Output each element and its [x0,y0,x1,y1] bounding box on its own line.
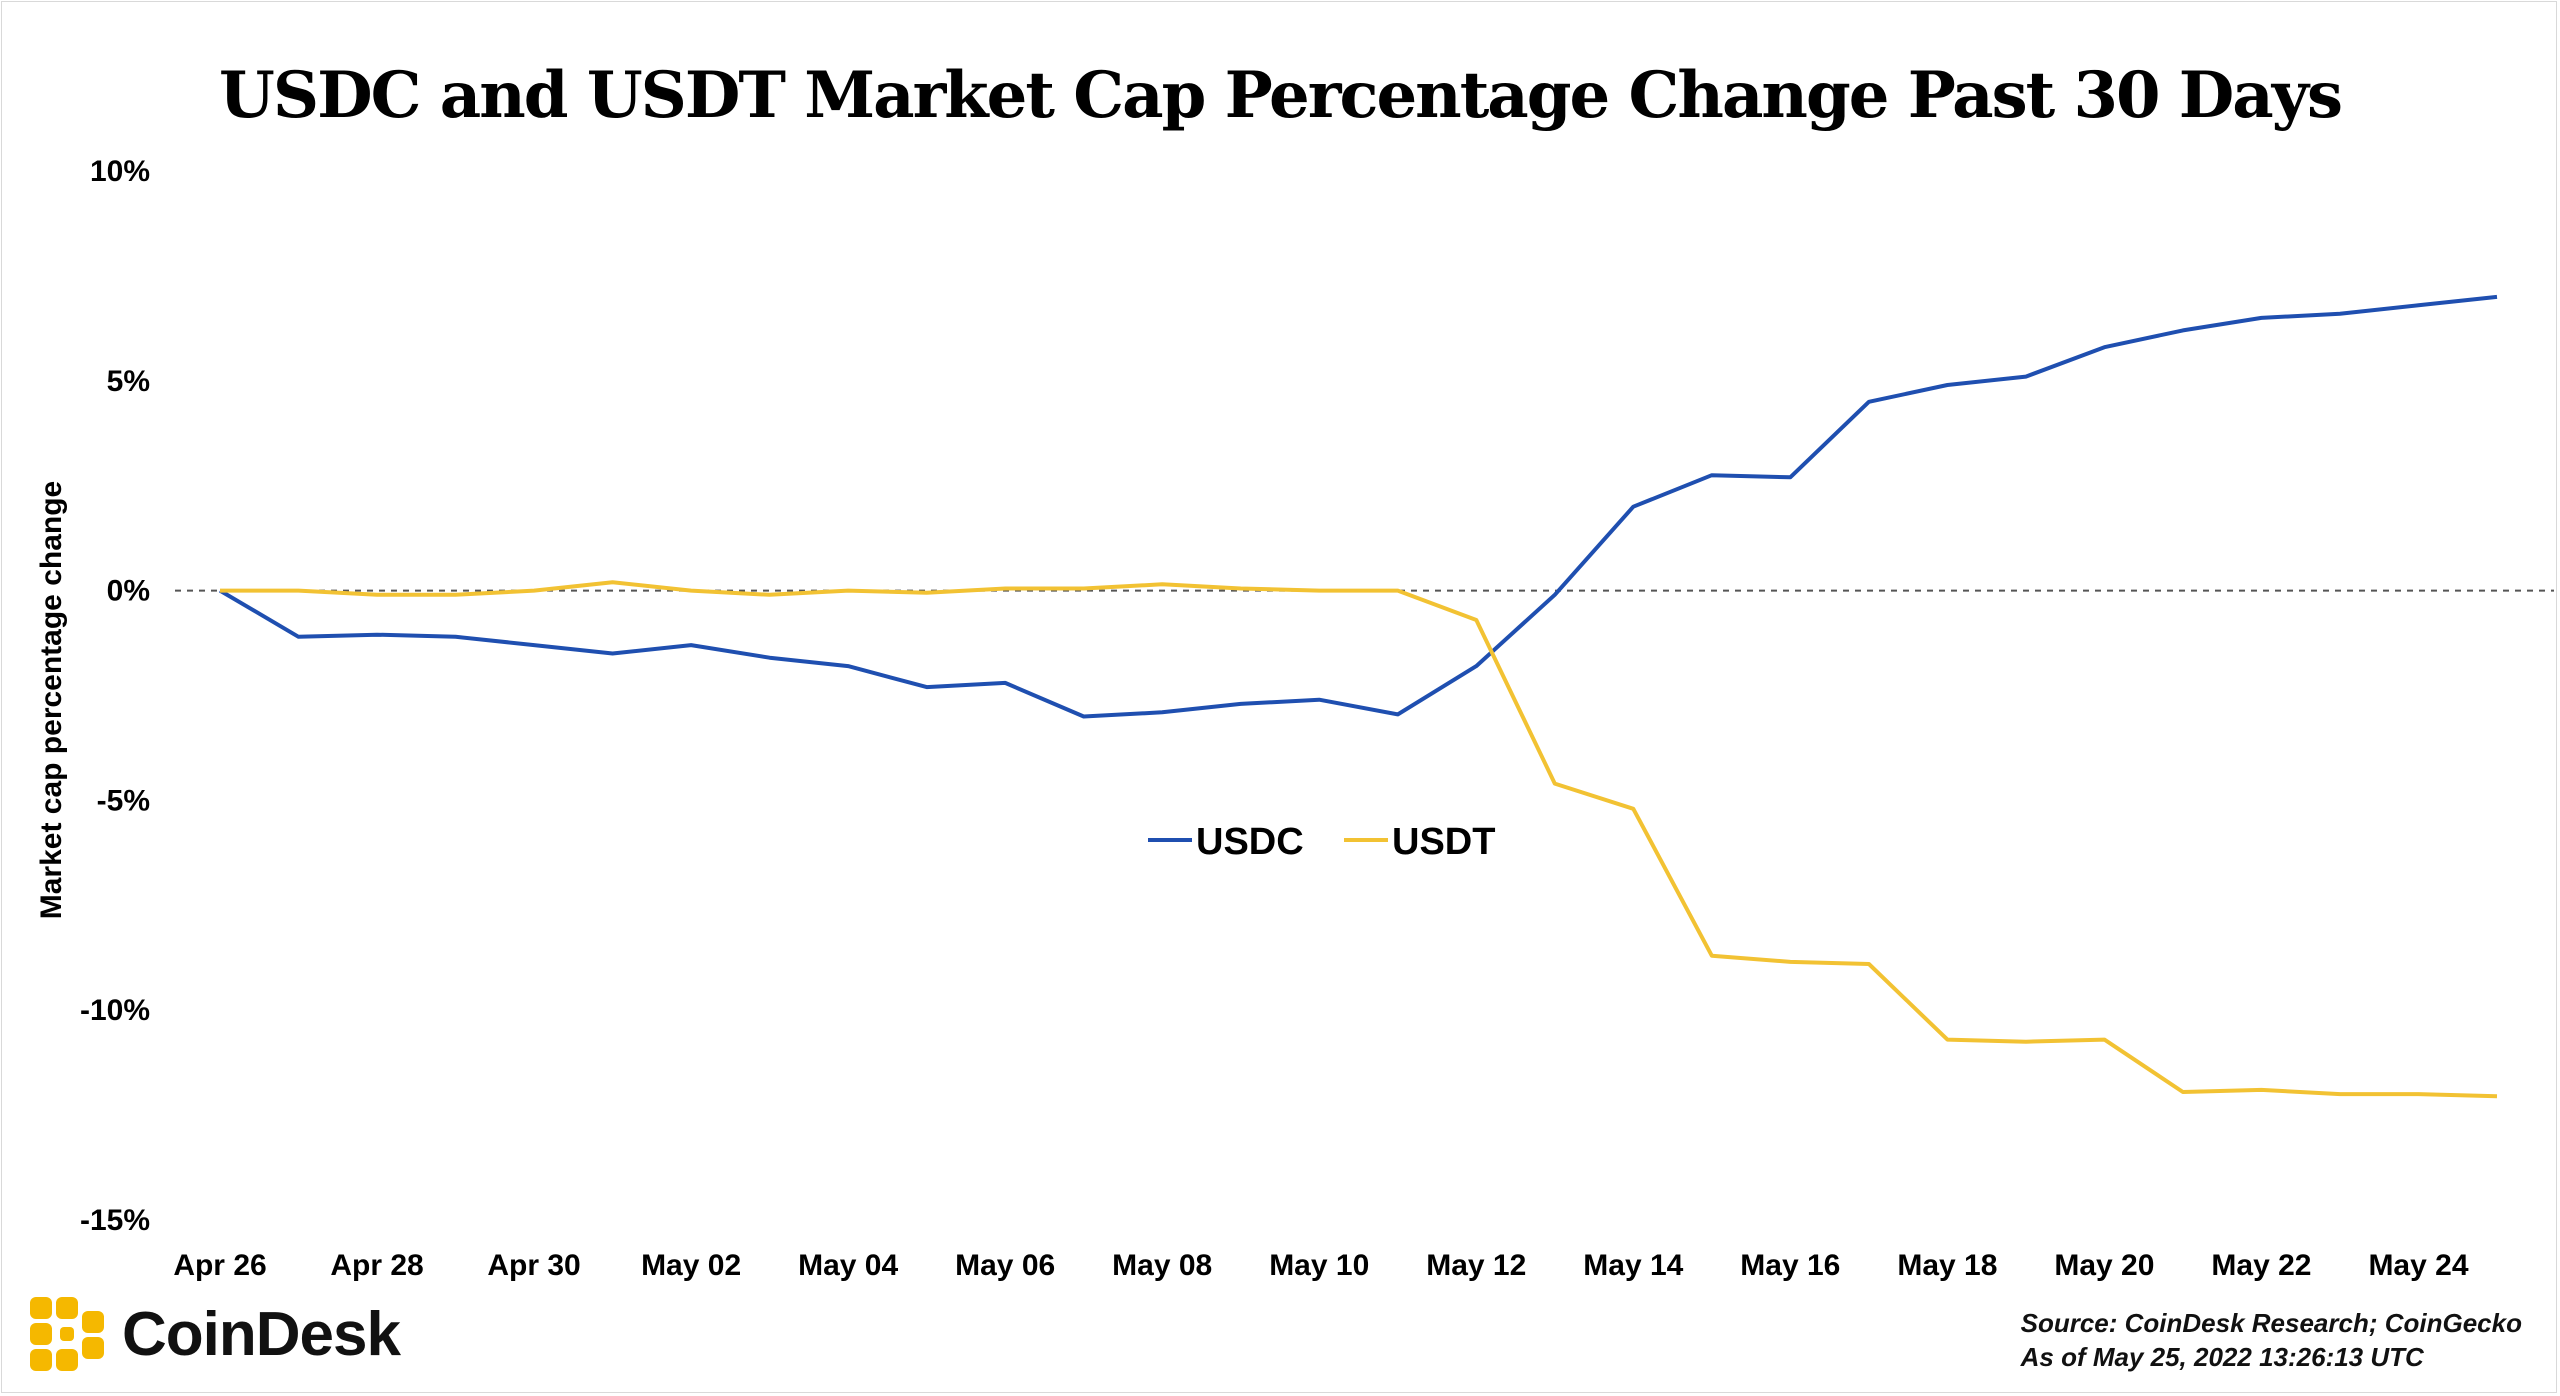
series-lines [218,294,2498,1099]
legend: USDC USDT [1148,821,1495,863]
x-tick-label: May 02 [641,1249,741,1282]
x-axis-ticks: Apr 26 Apr 28 Apr 30 May 02 May 04 May 06 May … [173,1249,2469,1282]
y-axis-ticks: 10% 5% 0% -5% -10% -15% [80,155,150,1237]
coindesk-logo-icon [30,1297,104,1371]
coindesk-logo-text: CoinDesk [122,1299,401,1369]
coindesk-logo: CoinDesk [30,1294,401,1374]
y-tick-label: 10% [90,155,150,188]
y-tick-label: -15% [80,1204,150,1237]
y-tick-label: 0% [107,575,150,608]
legend-label-usdt: USDT [1392,821,1495,863]
x-tick-label: May 10 [1269,1249,1369,1282]
x-tick-label: Apr 26 [173,1249,266,1282]
x-tick-label: May 14 [1583,1249,1683,1282]
series-line-usdc [218,294,2498,719]
as-of-line: As of May 25, 2022 13:26:13 UTC [2020,1342,2424,1372]
x-tick-label: May 12 [1426,1249,1526,1282]
x-tick-label: May 18 [1897,1249,1997,1282]
y-tick-label: -10% [80,994,150,1027]
x-tick-label: May 22 [2211,1249,2311,1282]
y-tick-label: 5% [107,365,150,398]
source-line: Source: CoinDesk Research; CoinGecko [2020,1308,2522,1338]
source-note: Source: CoinDesk Research; CoinGecko As … [2021,1306,2522,1374]
x-tick-label: May 24 [2368,1249,2468,1282]
x-tick-label: May 20 [2054,1249,2154,1282]
legend-label-usdc: USDC [1196,821,1304,863]
x-tick-label: May 06 [955,1249,1055,1282]
x-tick-label: Apr 30 [487,1249,580,1282]
y-tick-label: -5% [97,784,150,817]
x-tick-label: May 04 [798,1249,898,1282]
x-tick-label: Apr 28 [330,1249,423,1282]
chart-title: USDC and USDT Market Cap Percentage Chan… [219,58,2343,133]
x-tick-label: May 08 [1112,1249,1212,1282]
series-line-usdt [220,580,2498,1099]
x-tick-label: May 16 [1740,1249,1840,1282]
